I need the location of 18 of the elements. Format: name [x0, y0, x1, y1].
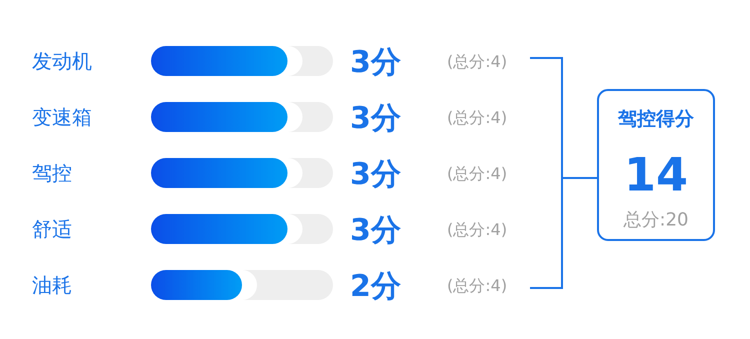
y-tick-label: 发动机	[32, 49, 92, 74]
text: (总分:4)	[447, 220, 508, 239]
y-tick-label: 舒适	[32, 217, 72, 242]
text: 14	[624, 148, 688, 202]
text: (总分:4)	[447, 108, 508, 127]
text: (总分:4)	[447, 276, 508, 295]
text: (总分:4)	[447, 52, 508, 71]
text: 驾控得分	[617, 108, 695, 130]
data-label: 3分	[350, 156, 401, 192]
text: 总分:20	[622, 209, 688, 230]
y-tick-label: 驾控	[32, 161, 72, 186]
data-label: 3分	[350, 212, 401, 248]
data-label: 2分	[350, 268, 401, 304]
y-tick-label: 变速箱	[32, 105, 92, 130]
data-label: 3分	[350, 44, 401, 80]
text: (总分:4)	[447, 164, 508, 183]
y-tick-label: 油耗	[32, 273, 72, 298]
data-label: 3分	[350, 100, 401, 136]
